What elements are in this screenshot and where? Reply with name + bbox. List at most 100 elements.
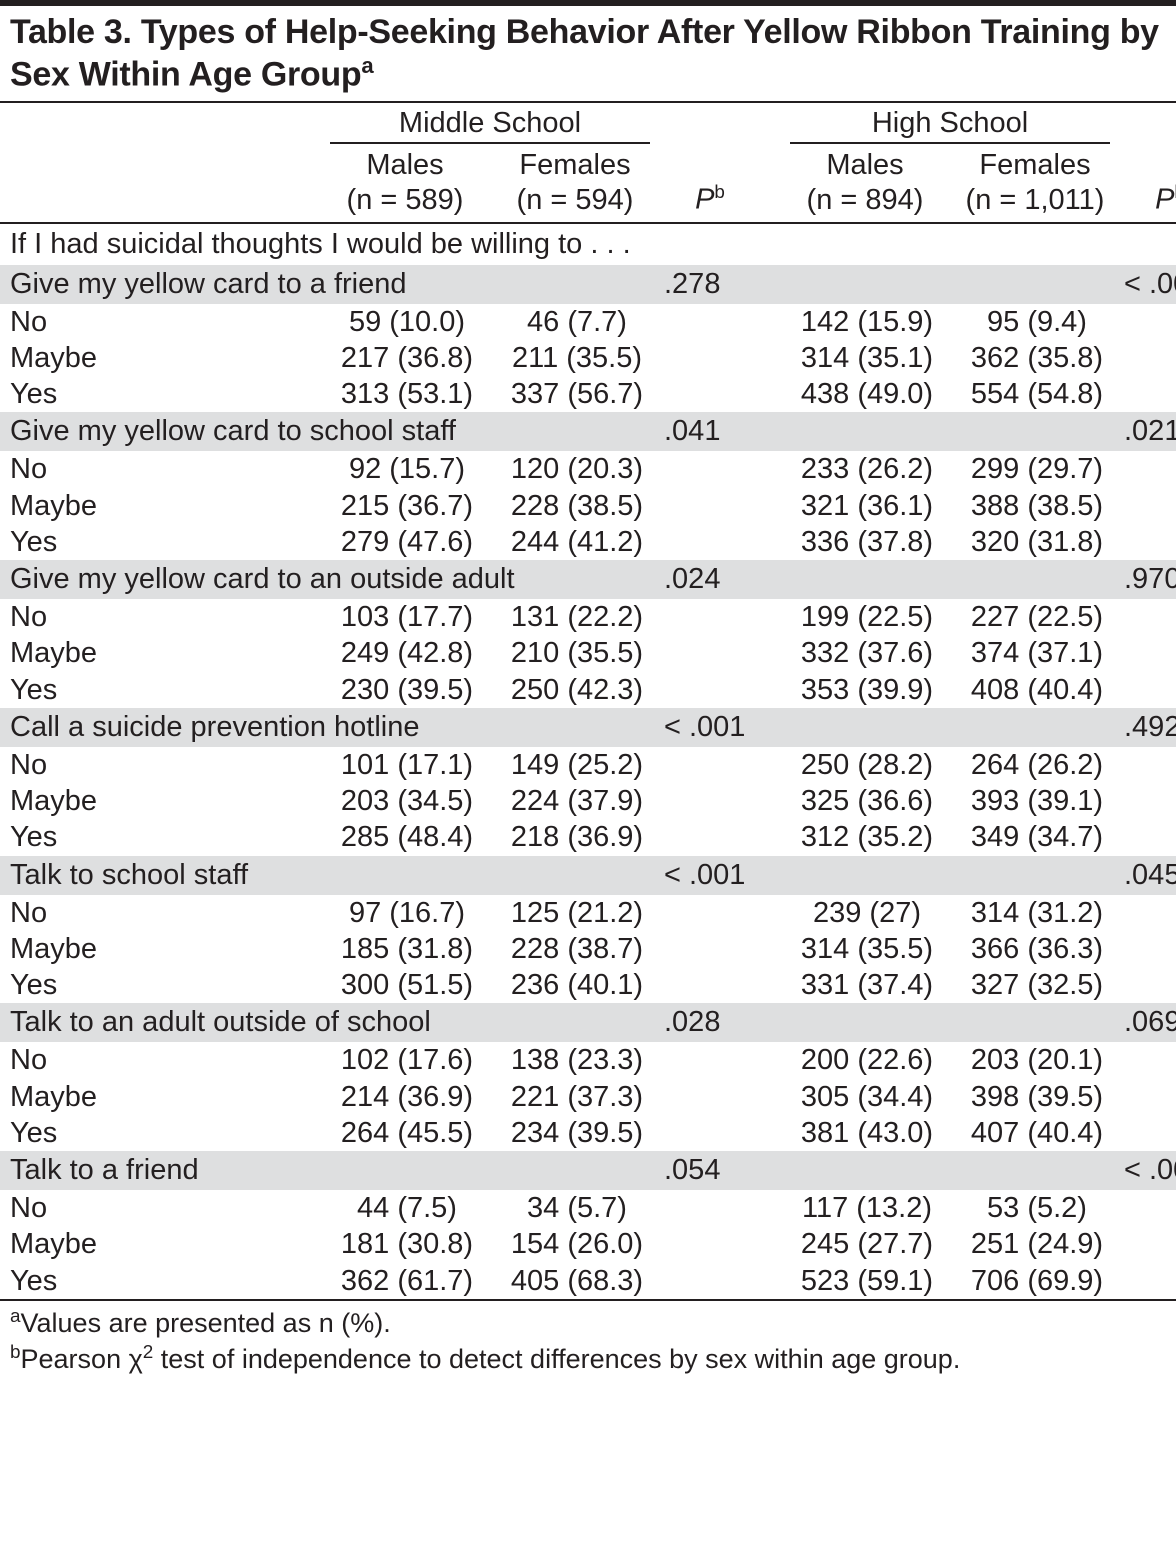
table-row: Maybe181 (30.8)154 (26.0) 245 (27.7)251 (…: [0, 1226, 1176, 1262]
table-frame: Table 3. Types of Help-Seeking Behavior …: [0, 0, 1176, 1301]
cell-ms-males: 102 (17.6): [320, 1042, 490, 1078]
footnote-a: aValues are presented as n (%).: [10, 1305, 1166, 1341]
cell-ms-females: 244 (41.2): [490, 524, 660, 560]
table-row: Maybe215 (36.7)228 (38.5)321 (36.1)388 (…: [0, 488, 1176, 524]
table-row: No102 (17.6)138 (23.3)200 (22.6)203 (20.…: [0, 1042, 1176, 1078]
p-value-ms: < .001: [660, 708, 760, 747]
cell-hs-males: 245 (27.7): [780, 1226, 950, 1262]
cell-ms-females: 131 (22.2): [490, 599, 660, 635]
cell-ms-females: 221 (37.3): [490, 1079, 660, 1115]
table-row: Yes285 (48.4)218 (36.9)312 (35.2)349 (34…: [0, 819, 1176, 855]
row-label: Maybe: [0, 1226, 320, 1262]
footnote-b: bPearson χ2 test of independence to dete…: [10, 1341, 1166, 1377]
cell-hs-females: 314 (31.2): [950, 895, 1120, 931]
cell-hs-males: 142 (15.9): [780, 304, 950, 340]
table-row: No103 (17.7)131 (22.2)199 (22.5)227 (22.…: [0, 599, 1176, 635]
cell-hs-females: 53 (5.2): [950, 1190, 1120, 1226]
row-label: No: [0, 304, 320, 340]
col-hs-males: Males (n = 894): [780, 146, 950, 223]
cell-hs-females: 393 (39.1): [950, 783, 1120, 819]
row-label: No: [0, 1190, 320, 1226]
section-intro-text: If I had suicidal thoughts I would be wi…: [0, 223, 1176, 265]
cell-ms-males: 44 (7.5): [320, 1190, 490, 1226]
cell-ms-males: 214 (36.9): [320, 1079, 490, 1115]
cell-hs-males: 314 (35.5): [780, 931, 950, 967]
section-header-row: Call a suicide prevention hotline< .001.…: [0, 708, 1176, 747]
data-table: Middle School High School Males (n = 589…: [0, 103, 1176, 1299]
cell-ms-males: 217 (36.8): [320, 340, 490, 376]
p-value-hs: < .001: [1120, 265, 1176, 304]
section-label: Give my yellow card to school staff: [0, 412, 660, 451]
cell-ms-males: 59 (10.0): [320, 304, 490, 340]
table-row: No44 (7.5)34 (5.7)117 (13.2)53 (5.2): [0, 1190, 1176, 1226]
cell-hs-females: 299 (29.7): [950, 451, 1120, 487]
row-label: Yes: [0, 819, 320, 855]
cell-hs-males: 239 (27): [780, 895, 950, 931]
cell-hs-males: 325 (36.6): [780, 783, 950, 819]
section-label: Talk to a friend: [0, 1151, 660, 1190]
row-label: Yes: [0, 1115, 320, 1151]
row-label: No: [0, 451, 320, 487]
table-row: Yes313 (53.1)337 (56.7)438 (49.0)554 (54…: [0, 376, 1176, 412]
table-row: Yes279 (47.6)244 (41.2)336 (37.8)320 (31…: [0, 524, 1176, 560]
cell-ms-females: 337 (56.7): [490, 376, 660, 412]
cell-ms-females: 125 (21.2): [490, 895, 660, 931]
cell-ms-males: 181 (30.8): [320, 1226, 490, 1262]
p-value-ms: .028: [660, 1003, 760, 1042]
row-label: Maybe: [0, 488, 320, 524]
cell-ms-males: 185 (31.8): [320, 931, 490, 967]
cell-hs-females: 264 (26.2): [950, 747, 1120, 783]
p-value-ms: .278: [660, 265, 760, 304]
cell-hs-males: 438 (49.0): [780, 376, 950, 412]
cell-ms-females: 154 (26.0): [490, 1226, 660, 1262]
cell-hs-males: 381 (43.0): [780, 1115, 950, 1151]
cell-ms-males: 215 (36.7): [320, 488, 490, 524]
p-value-hs: .045: [1120, 856, 1176, 895]
cell-hs-females: 327 (32.5): [950, 967, 1120, 1003]
cell-ms-males: 362 (61.7): [320, 1263, 490, 1299]
p-value-hs: .069: [1120, 1003, 1176, 1042]
p-value-ms: .041: [660, 412, 760, 451]
cell-hs-males: 331 (37.4): [780, 967, 950, 1003]
section-label: Talk to an adult outside of school: [0, 1003, 660, 1042]
table-row: No101 (17.1)149 (25.2)250 (28.2)264 (26.…: [0, 747, 1176, 783]
cell-ms-males: 313 (53.1): [320, 376, 490, 412]
cell-hs-females: 320 (31.8): [950, 524, 1120, 560]
table-row: Maybe217 (36.8)211 (35.5)314 (35.1)362 (…: [0, 340, 1176, 376]
p-value-ms: < .001: [660, 856, 760, 895]
table-row: Maybe185 (31.8)228 (38.7)314 (35.5)366 (…: [0, 931, 1176, 967]
table-title: Table 3. Types of Help-Seeking Behavior …: [0, 6, 1176, 103]
col-hs-females: Females (n = 1,011): [950, 146, 1120, 223]
cell-ms-females: 46 (7.7): [490, 304, 660, 340]
cell-hs-males: 312 (35.2): [780, 819, 950, 855]
cell-hs-females: 227 (22.5): [950, 599, 1120, 635]
row-label: No: [0, 895, 320, 931]
section-label: Give my yellow card to an outside adult: [0, 560, 660, 599]
cell-hs-males: 250 (28.2): [780, 747, 950, 783]
row-label: Yes: [0, 524, 320, 560]
cell-hs-females: 374 (37.1): [950, 635, 1120, 671]
table-3: Table 3. Types of Help-Seeking Behavior …: [0, 0, 1176, 1384]
cell-ms-females: 228 (38.7): [490, 931, 660, 967]
cell-hs-females: 203 (20.1): [950, 1042, 1120, 1078]
table-row: No92 (15.7)120 (20.3)233 (26.2)299 (29.7…: [0, 451, 1176, 487]
row-label: Yes: [0, 1263, 320, 1299]
cell-ms-males: 285 (48.4): [320, 819, 490, 855]
table-row: Yes300 (51.5)236 (40.1)331 (37.4)327 (32…: [0, 967, 1176, 1003]
col-group-middle-school: Middle School: [320, 103, 660, 146]
row-label: Maybe: [0, 635, 320, 671]
cell-ms-females: 250 (42.3): [490, 672, 660, 708]
row-label: Yes: [0, 967, 320, 1003]
cell-hs-females: 251 (24.9): [950, 1226, 1120, 1262]
cell-ms-females: 138 (23.3): [490, 1042, 660, 1078]
cell-hs-males: 117 (13.2): [780, 1190, 950, 1226]
table-row: Yes362 (61.7)405 (68.3)523 (59.1)706 (69…: [0, 1263, 1176, 1299]
cell-hs-females: 95 (9.4): [950, 304, 1120, 340]
p-value-hs: < .001: [1120, 1151, 1176, 1190]
section-header-row: Talk to a friend.054< .001: [0, 1151, 1176, 1190]
cell-hs-females: 362 (35.8): [950, 340, 1120, 376]
cell-hs-females: 706 (69.9): [950, 1263, 1120, 1299]
p-value-ms: .024: [660, 560, 760, 599]
cell-hs-females: 366 (36.3): [950, 931, 1120, 967]
cell-hs-males: 305 (34.4): [780, 1079, 950, 1115]
